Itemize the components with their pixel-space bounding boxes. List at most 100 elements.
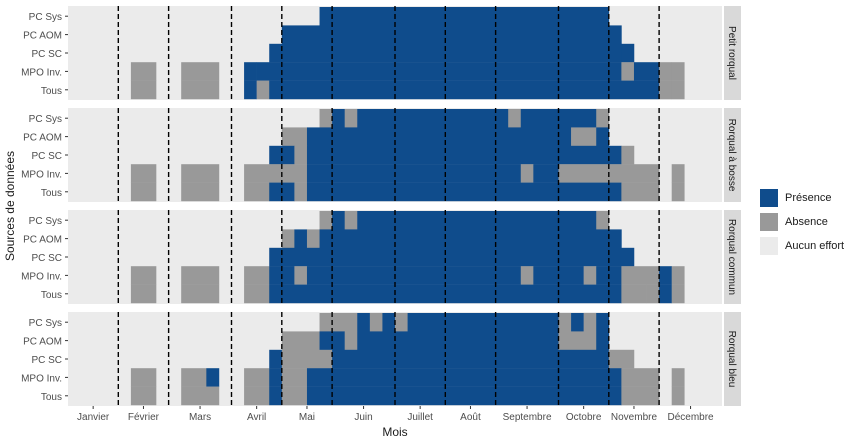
heatmap-cell [520, 266, 534, 285]
heatmap-cell [621, 386, 660, 406]
heatmap-cell [621, 62, 635, 81]
heatmap-cell [671, 266, 685, 285]
heatmap-cell [558, 331, 597, 350]
heatmap-cell [332, 349, 610, 369]
y-tick-label: PC AOM [23, 235, 62, 246]
heatmap-cell [244, 266, 270, 285]
panel-petit-rorqual [68, 6, 722, 100]
heatmap-cell [244, 164, 270, 183]
strip-label: Petit rorqual [726, 26, 737, 80]
panel-rorqual-bosse [68, 108, 722, 202]
heatmap-cell [646, 284, 660, 304]
y-tick-label: MPO Inv. [21, 271, 62, 282]
heatmap-cell [558, 313, 572, 332]
heatmap-cell [269, 349, 283, 369]
y-tick-label: PC SC [31, 253, 62, 264]
strip-label: Rorqual bleu [726, 331, 737, 388]
legend-label-absence: Absence [785, 216, 828, 228]
x-tick-label: Novembre [611, 412, 658, 423]
heatmap-cell [571, 127, 597, 146]
heatmap-cell [294, 229, 308, 248]
species-strips: Petit rorqual Rorqual à bosse Rorqual comm… [724, 6, 741, 406]
x-tick-label: Août [460, 412, 481, 423]
x-tick-label: Mai [299, 412, 315, 423]
legend-label-presence: Présence [785, 192, 832, 204]
x-tick-label: Septembre [503, 412, 552, 423]
heatmap-cell [357, 331, 559, 350]
strip-background [724, 210, 741, 304]
y-tick-label: Tous [41, 290, 62, 301]
heatmap-cell [256, 62, 622, 81]
heatmap-cell [269, 164, 308, 183]
heatmap-cell [671, 164, 685, 183]
x-tick-label: Avril [247, 412, 266, 423]
y-tick-label: Tous [41, 86, 62, 97]
heatmap-cell [332, 109, 345, 128]
heatmap-cell [319, 211, 333, 230]
heatmap-cell [294, 145, 308, 165]
heatmap-cell [306, 145, 622, 165]
heatmap-cell [281, 368, 308, 387]
legend-swatch-no-effort [760, 237, 778, 255]
strip-label: Rorqual commun [726, 219, 737, 295]
heatmap-cell [281, 386, 308, 406]
x-axis-title: Mois [382, 425, 407, 439]
y-tick-label: MPO Inv. [21, 169, 62, 180]
y-tick-label: Tous [41, 188, 62, 199]
y-tick-label: PC SC [31, 151, 62, 162]
heatmap-cell [621, 266, 660, 285]
panel-rorqual-bleu [68, 312, 722, 406]
heatmap-cell [671, 386, 685, 406]
legend-swatch-presence [760, 189, 778, 207]
heatmap-cell [244, 284, 270, 304]
heatmap-cell [244, 62, 257, 81]
x-tick-label: Janvier [77, 412, 110, 423]
y-tick-label: PC SC [31, 49, 62, 60]
heatmap-cell [659, 266, 672, 285]
heatmap-cell [633, 62, 660, 81]
heatmap-cell [269, 386, 283, 406]
heatmap-cell [369, 313, 383, 332]
heatmap-cell [181, 368, 207, 387]
legend-item-presence: Présence [760, 186, 844, 210]
y-tick-label: MPO Inv. [21, 373, 62, 384]
heatmap-cell [671, 368, 685, 387]
heatmap-cell [332, 211, 345, 230]
heatmap-cell [281, 349, 333, 369]
strip-background [724, 108, 741, 202]
heatmap-cell [621, 284, 647, 304]
heatmap-cell [181, 182, 220, 202]
legend-item-absence: Absence [760, 210, 844, 234]
strip-background [724, 312, 741, 406]
heatmap-cell [269, 145, 295, 165]
heatmap-cell [294, 266, 308, 285]
y-tick-label: PC Sys [29, 318, 62, 329]
strip-label: Rorqual à bosse [726, 119, 737, 192]
heatmap-cell [344, 211, 358, 230]
heatmap-cell [319, 229, 622, 248]
heatmap-cell [306, 266, 522, 285]
heatmap-cell [269, 247, 635, 267]
strip-background [724, 6, 741, 100]
heatmap-cell [395, 313, 408, 332]
heatmap-cell [344, 331, 358, 350]
heatmap-cell [306, 164, 522, 183]
heatmap-cell [319, 7, 610, 26]
heatmap-cell [130, 368, 157, 387]
heatmap-cell [294, 182, 308, 202]
y-tick-label: PC SC [31, 355, 62, 366]
heatmap-cell [206, 368, 220, 387]
heatmap-cell [306, 182, 622, 202]
heatmap-cell [181, 284, 220, 304]
legend-swatch-absence [760, 213, 778, 231]
heatmap-cell [407, 313, 559, 332]
heatmap-cell [130, 164, 157, 183]
heatmap-cell [608, 349, 635, 369]
heatmap-cell [344, 109, 358, 128]
heatmap-cell [244, 368, 270, 387]
heatmap-cell [508, 109, 522, 128]
heatmap-cell [583, 313, 597, 332]
heatmap-cell [357, 313, 371, 332]
heatmap-cell [181, 266, 220, 285]
